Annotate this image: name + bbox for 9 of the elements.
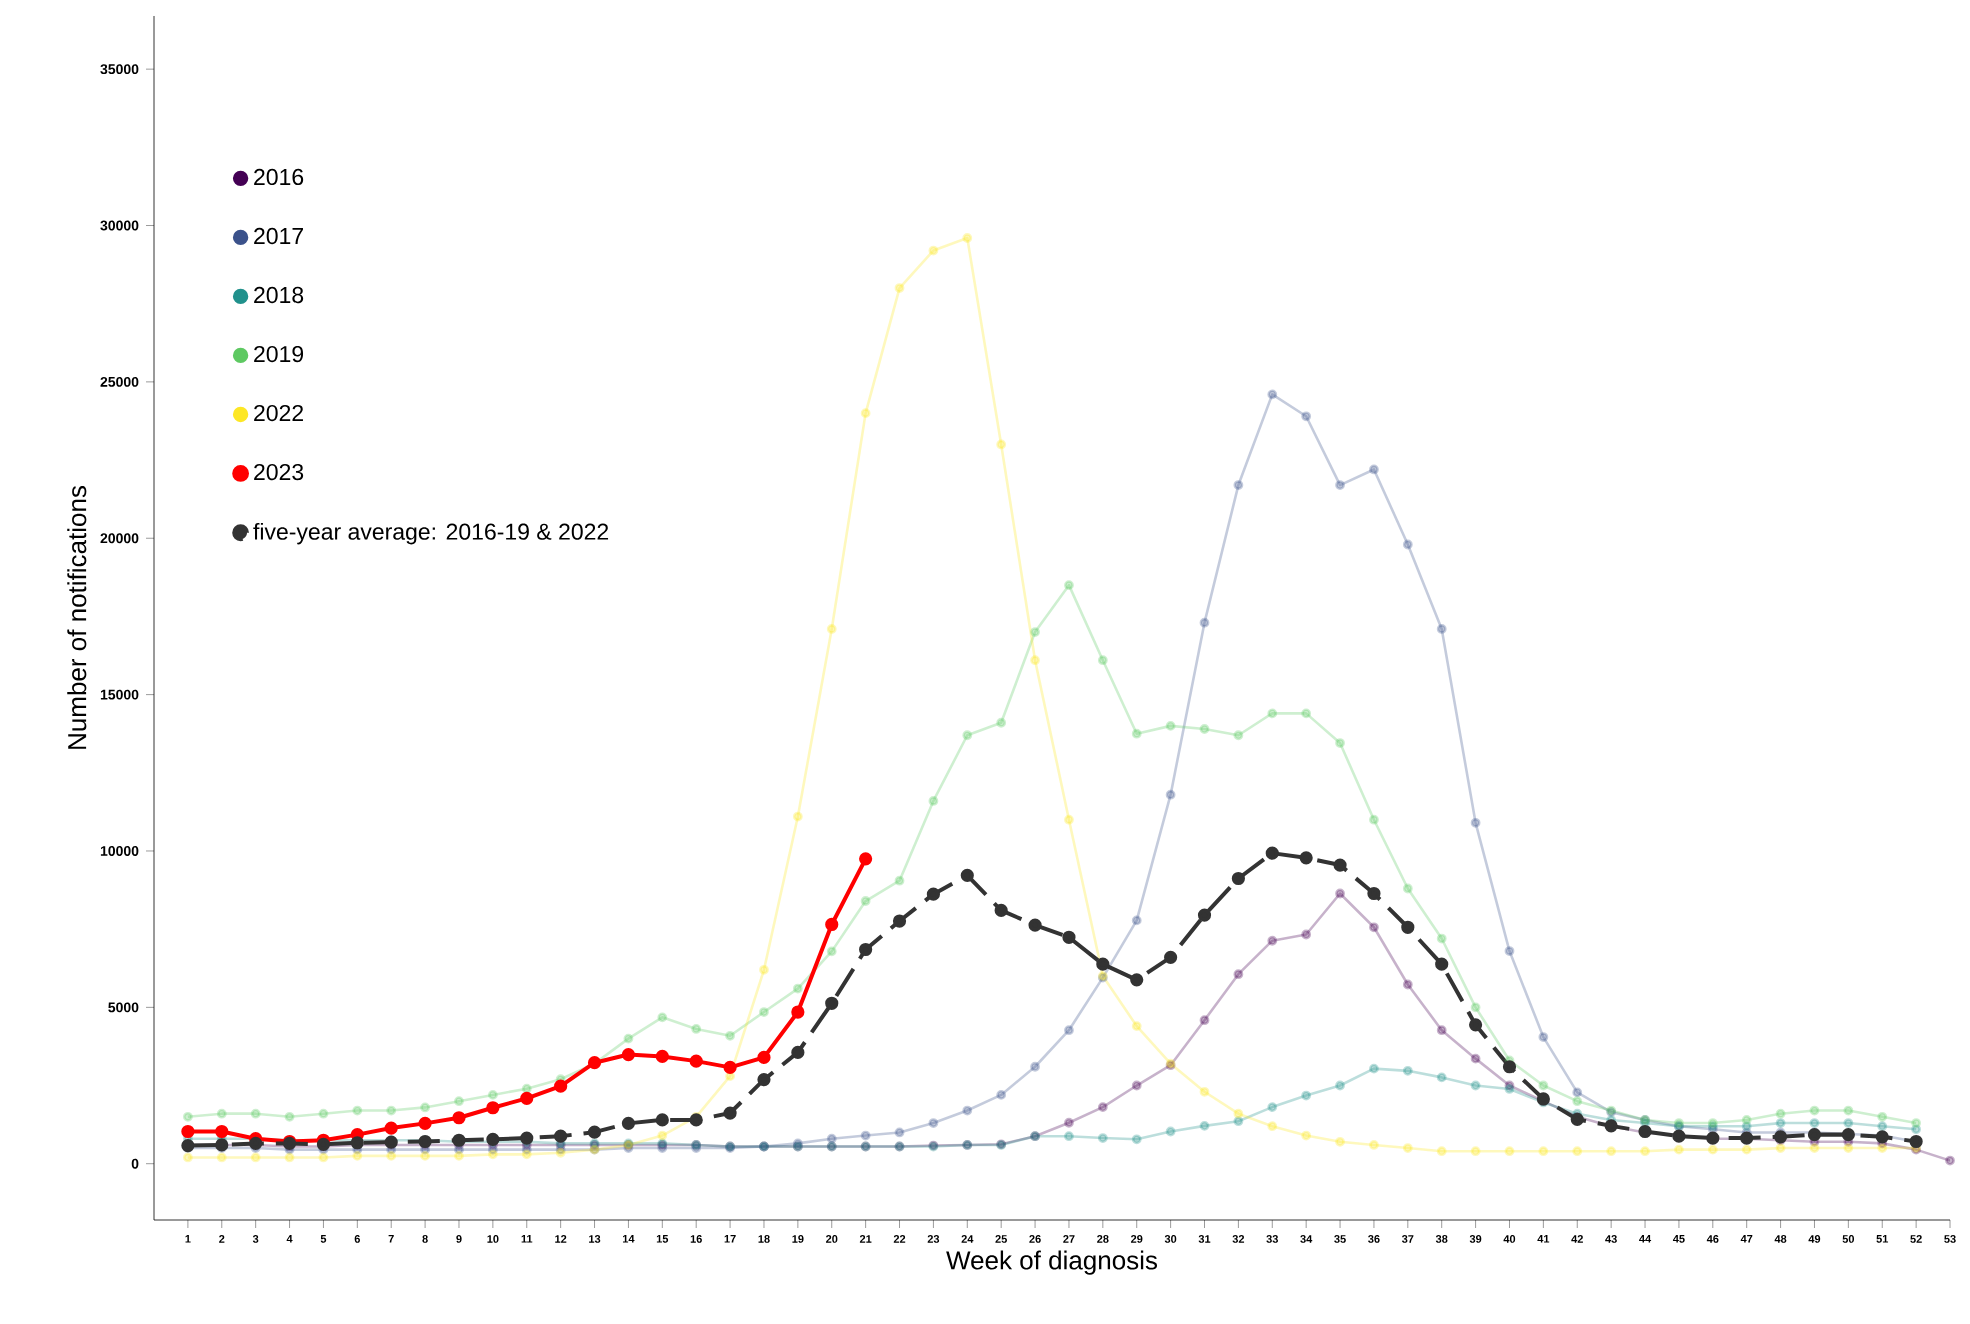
legend-label: 2018 [254,286,304,304]
legend-label: 2016 [254,168,304,186]
legend-label: 2022 [254,404,303,422]
legend-label: five-year average: 2016-19 & 2022 [253,522,609,545]
legend-label: 2023 [254,463,304,481]
y-axis-title: Number of notifications [67,486,87,749]
legend-label: 2017 [254,227,303,245]
legend-label: 2019 [254,345,304,363]
x-axis-title: Week of diagnosis [946,1250,1158,1275]
